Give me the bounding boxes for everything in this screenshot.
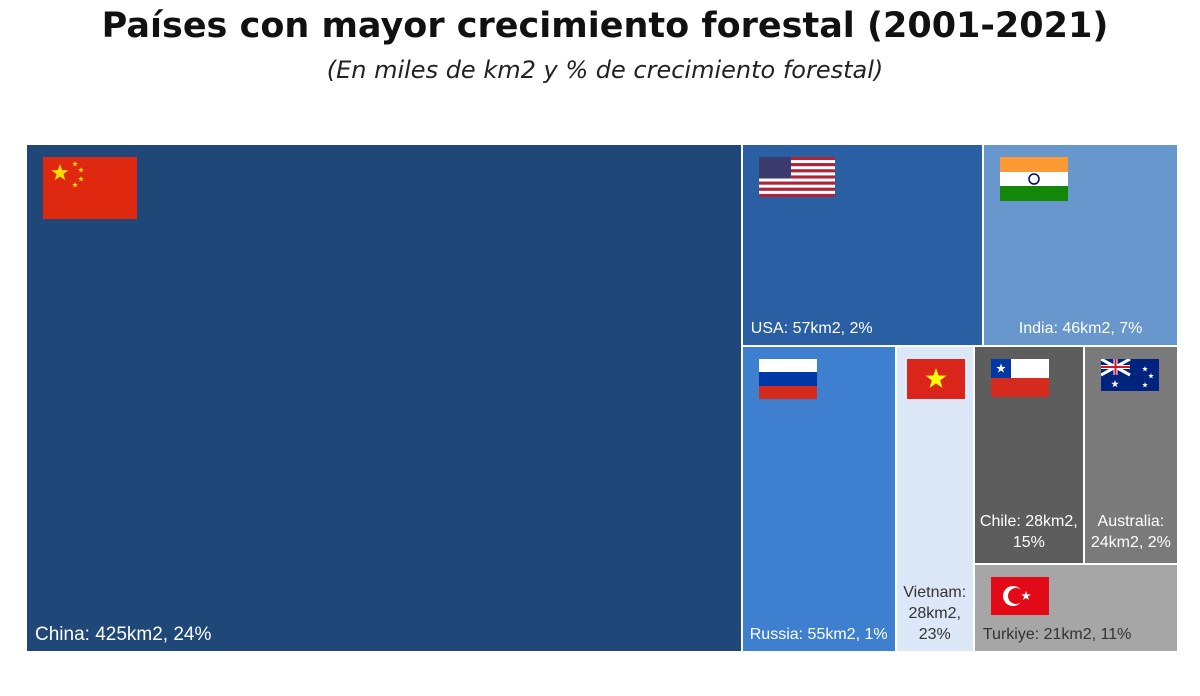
flag — [906, 359, 965, 400]
tile: Turkiye: 21km2, 11% — [973, 563, 1178, 652]
tile: USA: 57km2, 2% — [741, 144, 984, 347]
tile: Russia: 55km2, 1% — [741, 346, 896, 652]
flag — [758, 157, 835, 197]
tile: India: 46km2, 7% — [983, 144, 1178, 347]
tile-label: Vietnam: 28km2, 23% — [903, 583, 967, 643]
tile: Chile: 28km2, 15% — [973, 346, 1084, 564]
flag — [1000, 157, 1069, 201]
tile-label: Australia: 24km2, 2% — [1090, 512, 1171, 551]
flag — [1100, 359, 1159, 392]
tile-label: India: 46km2, 7% — [1018, 320, 1143, 338]
tile: Vietnam: 28km2, 23% — [895, 346, 974, 652]
flag — [758, 359, 817, 400]
tile-label: Turkiye: 21km2, 11% — [982, 625, 1132, 643]
chart-title: Países con mayor crecimiento forestal (2… — [101, 6, 1109, 46]
flag — [43, 157, 137, 219]
tile-label: Chile: 28km2, 15% — [979, 512, 1078, 551]
treemap: China: 425km2, 24% USA: 57km2, 2% India: 4… — [26, 144, 1178, 652]
flag — [990, 359, 1049, 398]
flag — [990, 576, 1049, 615]
tile-label: China: 425km2, 24% — [35, 624, 212, 645]
tile: China: 425km2, 24% — [26, 144, 742, 652]
chart-subtitle: (En miles de km2 y % de crecimiento fore… — [326, 56, 884, 84]
tile-label: Russia: 55km2, 1% — [749, 625, 888, 643]
tile-label: USA: 57km2, 2% — [750, 320, 873, 338]
tile: Australia: 24km2, 2% — [1083, 346, 1178, 564]
